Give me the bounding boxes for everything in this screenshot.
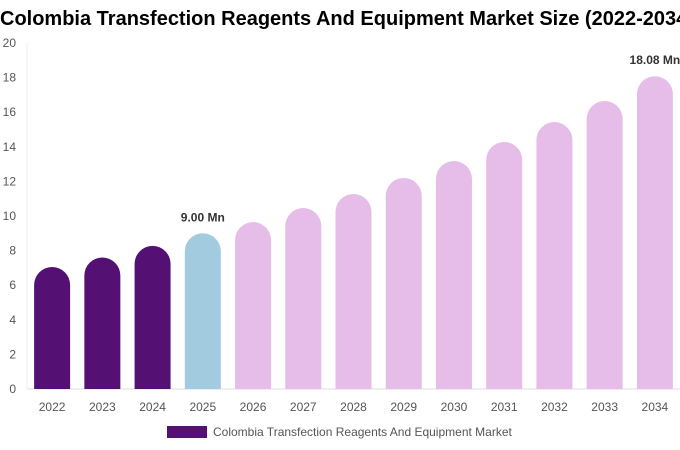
bar-2031 [486, 141, 523, 389]
x-tick-label: 2029 [390, 400, 417, 414]
x-tick-label: 2032 [541, 400, 568, 414]
x-tick-label: 2027 [290, 400, 317, 414]
bar-2024 [134, 245, 171, 389]
y-tick-label: 14 [3, 140, 17, 154]
data-label-2034: 18.08 Mn [630, 53, 680, 67]
y-tick-label: 18 [3, 71, 17, 85]
y-tick-label: 0 [9, 382, 16, 396]
x-tick-label: 2023 [89, 400, 116, 414]
bar-2032 [536, 122, 573, 389]
x-tick-label: 2034 [642, 400, 669, 414]
y-tick-label: 10 [3, 209, 17, 223]
x-tick-label: 2025 [189, 400, 216, 414]
bar-2026 [235, 222, 272, 389]
y-tick-label: 6 [9, 278, 16, 292]
y-tick-label: 20 [3, 36, 17, 50]
x-tick-label: 2033 [591, 400, 618, 414]
legend: Colombia Transfection Reagents And Equip… [167, 425, 512, 439]
bar-2033 [586, 100, 623, 389]
bar-2022 [34, 267, 71, 389]
y-tick-label: 4 [9, 313, 16, 327]
y-tick-label: 2 [9, 347, 16, 361]
y-tick-label: 12 [3, 174, 17, 188]
bar-2023 [84, 257, 121, 389]
y-tick-label: 16 [3, 105, 17, 119]
x-tick-label: 2026 [240, 400, 267, 414]
bar-2029 [385, 177, 422, 389]
bar-2025 [184, 233, 221, 389]
bar-2027 [285, 208, 322, 389]
x-tick-label: 2024 [139, 400, 166, 414]
x-tick-label: 2030 [441, 400, 468, 414]
chart-title: Colombia Transfection Reagents And Equip… [0, 8, 680, 30]
x-tick-label: 2031 [491, 400, 518, 414]
y-tick-label: 8 [9, 244, 16, 258]
legend-swatch [167, 426, 207, 438]
data-label-2025: 9.00 Mn [181, 210, 225, 224]
bar-2034 [636, 76, 673, 389]
x-tick-label: 2028 [340, 400, 367, 414]
legend-label: Colombia Transfection Reagents And Equip… [213, 425, 512, 439]
bar-2028 [335, 194, 372, 389]
x-tick-label: 2022 [39, 400, 66, 414]
bar-2030 [435, 160, 472, 389]
